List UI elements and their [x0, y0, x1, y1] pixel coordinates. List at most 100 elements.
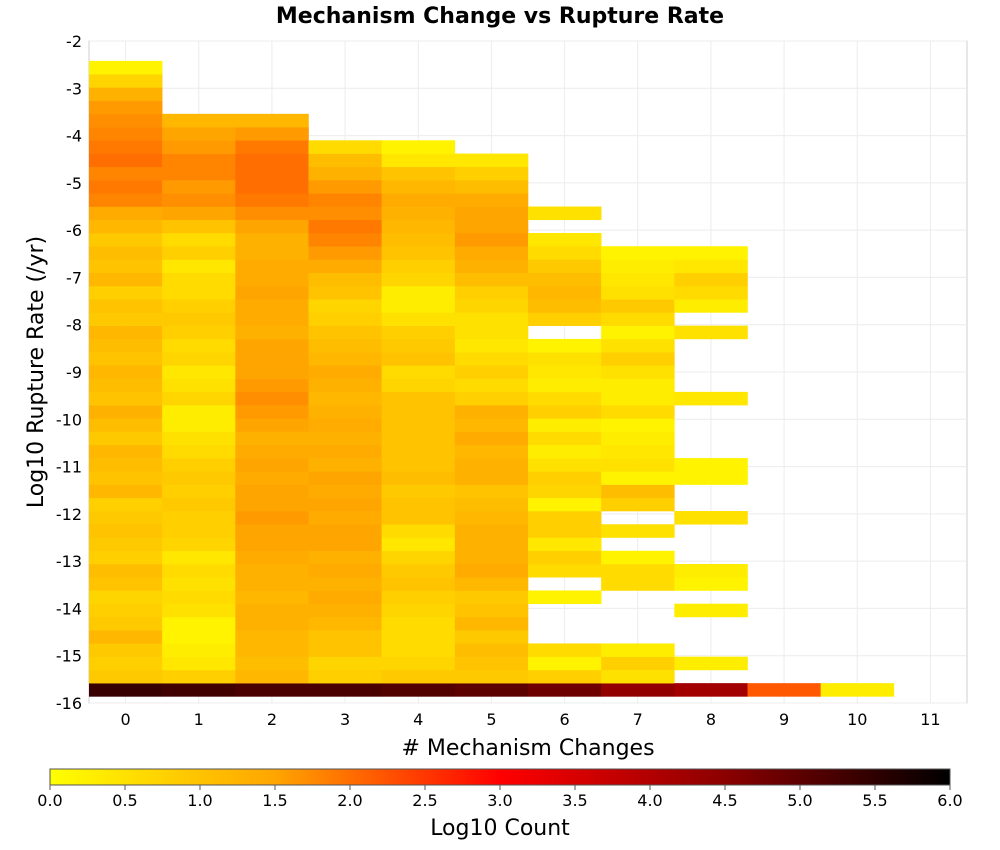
heatmap-cell	[674, 656, 748, 671]
y-tick-label: -8	[66, 316, 82, 335]
heatmap-cell	[308, 484, 382, 499]
heatmap-cell	[381, 656, 456, 671]
heatmap-cell	[454, 405, 529, 419]
heatmap-cell	[162, 497, 236, 512]
x-tick-label: 10	[847, 710, 867, 729]
x-tick-label: 1	[194, 710, 204, 729]
heatmap-cell	[454, 338, 529, 353]
heatmap-cell	[235, 643, 309, 657]
heatmap-cell	[381, 643, 456, 657]
heatmap-cell	[89, 405, 163, 419]
heatmap-cell	[528, 458, 602, 472]
heatmap-cell	[601, 471, 675, 485]
heatmap-cell	[162, 418, 236, 432]
colorbar-tick-label: 1.0	[187, 791, 212, 810]
heatmap-cell	[89, 193, 163, 207]
x-tick-label: 4	[413, 710, 423, 729]
heatmap-cell	[528, 246, 602, 260]
heatmap-cell	[674, 511, 748, 525]
heatmap-cell	[162, 669, 236, 684]
heatmap-cell	[601, 418, 675, 432]
heatmap-cell	[674, 603, 748, 618]
heatmap-cell	[89, 74, 163, 88]
heatmap-cell	[89, 153, 163, 168]
heatmap-cell	[454, 511, 529, 525]
heatmap-cell	[381, 511, 456, 525]
heatmap-cell	[601, 563, 675, 578]
y-tick-label: -2	[66, 32, 82, 51]
x-tick-label: 5	[486, 710, 496, 729]
heatmap-cell	[235, 683, 309, 697]
heatmap-cell	[235, 285, 309, 300]
y-axis-ticks: -2 -3 -4 -5 -6 -7 -8 -9 -10 -11 -12 -13 -14 -15 -16	[56, 32, 82, 713]
heatmap-cell	[601, 299, 675, 313]
heatmap-cell	[454, 497, 529, 512]
heatmap-cell	[381, 153, 456, 168]
heatmap-cell	[162, 656, 236, 671]
heatmap-cell	[601, 577, 675, 591]
heatmap-cell	[381, 405, 456, 419]
heatmap-cell	[162, 325, 236, 340]
heatmap-cell	[528, 232, 602, 247]
heatmap-cell	[162, 458, 236, 472]
heatmap-cell	[674, 577, 748, 591]
heatmap-cell	[454, 219, 529, 234]
heatmap-cell	[89, 140, 163, 154]
heatmap-cell	[162, 259, 236, 273]
heatmap-cell	[235, 497, 309, 512]
heatmap-cell	[235, 577, 309, 591]
heatmap-cell	[308, 206, 382, 221]
y-axis-label: Log10 Rupture Rate (/yr)	[24, 236, 49, 508]
colorbar-tick-label: 1.5	[262, 791, 287, 810]
heatmap-cell	[454, 603, 529, 618]
colorbar-tick-label: 5.0	[787, 791, 812, 810]
heatmap-cell	[162, 550, 236, 565]
x-axis-ticks: 0 1 2 3 4 5 6 7 8 9 10 11	[120, 710, 940, 729]
heatmap-cell	[308, 365, 382, 379]
colorbar-label: Log10 Count	[430, 816, 570, 841]
x-tick-label: 2	[267, 710, 277, 729]
heatmap-cell	[235, 232, 309, 247]
heatmap-cell	[674, 471, 748, 485]
heatmap-cell	[235, 524, 309, 538]
heatmap-cell	[454, 656, 529, 671]
heatmap-cell	[454, 683, 529, 697]
heatmap-cell	[308, 643, 382, 657]
heatmap-cell	[528, 524, 602, 538]
heatmap-cell	[235, 365, 309, 379]
heatmap-cell	[454, 524, 529, 538]
heatmap-cell	[454, 166, 529, 181]
heatmap-cell	[601, 497, 675, 512]
y-tick-label: -5	[66, 174, 82, 193]
heatmap-cell	[162, 524, 236, 538]
heatmap-cell	[454, 391, 529, 406]
heatmap-cell	[601, 338, 675, 353]
heatmap-cell	[89, 458, 163, 472]
heatmap-cell	[308, 497, 382, 512]
heatmap-cell	[528, 405, 602, 419]
heatmap-cell	[308, 219, 382, 234]
heatmap-cell	[308, 153, 382, 168]
heatmap-cell	[308, 272, 382, 287]
heatmap-cell	[601, 643, 675, 657]
heatmap-cell	[601, 550, 675, 565]
heatmap-cell	[528, 365, 602, 379]
heatmap-cell	[381, 550, 456, 565]
heatmap-cell	[528, 206, 602, 221]
heatmap-cell	[89, 577, 163, 591]
heatmap-cell	[235, 511, 309, 525]
x-tick-label: 3	[340, 710, 350, 729]
heatmap-cell	[454, 458, 529, 472]
heatmap-cell	[528, 299, 602, 313]
heatmap-cell	[381, 299, 456, 313]
heatmap-cell	[528, 444, 602, 459]
heatmap-cell	[235, 590, 309, 604]
heatmap-cell	[162, 219, 236, 234]
heatmap-cell	[89, 325, 163, 340]
heatmap-cell	[89, 166, 163, 181]
heatmap-cell	[381, 166, 456, 181]
heatmap-cell	[89, 272, 163, 287]
heatmap-cell	[308, 352, 382, 366]
heatmap-cell	[235, 550, 309, 565]
